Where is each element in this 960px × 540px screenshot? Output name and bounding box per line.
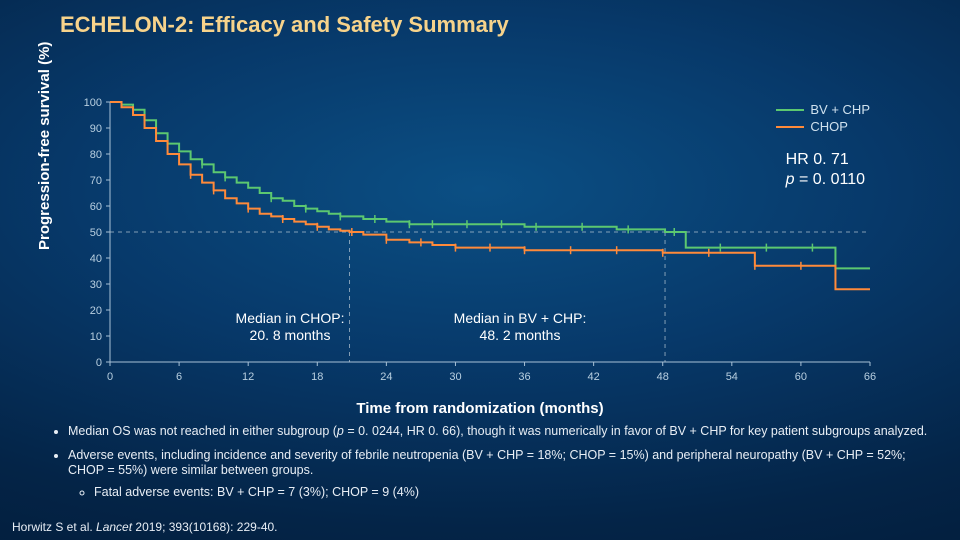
svg-text:80: 80: [90, 149, 102, 161]
bullet-ae: Adverse events, including incidence and …: [68, 448, 930, 501]
slide-title: ECHELON-2: Efficacy and Safety Summary: [60, 12, 509, 38]
hr-value: HR 0. 71: [786, 150, 865, 170]
svg-text:18: 18: [311, 371, 323, 383]
legend-item-chop: CHOP: [776, 119, 870, 134]
svg-text:70: 70: [90, 175, 102, 187]
legend-item-bvchp: BV + CHP: [776, 102, 870, 117]
svg-text:36: 36: [518, 371, 530, 383]
svg-text:90: 90: [90, 123, 102, 135]
svg-text:30: 30: [449, 371, 461, 383]
svg-text:10: 10: [90, 331, 102, 343]
hr-p-stats: HR 0. 71 p = 0. 0110: [786, 150, 865, 190]
svg-text:20: 20: [90, 305, 102, 317]
svg-text:40: 40: [90, 253, 102, 265]
svg-text:0: 0: [96, 357, 102, 369]
x-axis-label: Time from randomization (months): [0, 400, 960, 417]
citation: Horwitz S et al. Lancet 2019; 393(10168)…: [12, 520, 278, 534]
summary-bullets: Median OS was not reached in either subg…: [50, 424, 930, 509]
svg-text:24: 24: [380, 371, 392, 383]
slide-root: ECHELON-2: Efficacy and Safety Summary P…: [0, 0, 960, 540]
svg-text:50: 50: [90, 227, 102, 239]
svg-text:42: 42: [588, 371, 600, 383]
svg-text:6: 6: [176, 371, 182, 383]
p-value: p = 0. 0110: [786, 170, 865, 190]
chart-legend: BV + CHP CHOP: [776, 102, 870, 136]
legend-swatch-chop: [776, 126, 804, 128]
median-bvchp-label: Median in BV + CHP: 48. 2 months: [430, 310, 610, 344]
svg-text:60: 60: [90, 201, 102, 213]
bullet-fatal-ae: Fatal adverse events: BV + CHP = 7 (3%);…: [94, 485, 930, 501]
legend-label: CHOP: [810, 119, 848, 134]
svg-text:12: 12: [242, 371, 254, 383]
svg-text:30: 30: [90, 279, 102, 291]
km-chart: 0 10 20 30 40 50 60 70 80 90 100 0 6 12 18 24 30 36 42 48 54…: [60, 92, 880, 392]
legend-swatch-bvchp: [776, 109, 804, 111]
svg-text:60: 60: [795, 371, 807, 383]
bullet-os: Median OS was not reached in either subg…: [68, 424, 930, 440]
svg-text:54: 54: [726, 371, 738, 383]
median-chop-label: Median in CHOP: 20. 8 months: [210, 310, 370, 344]
svg-text:66: 66: [864, 371, 876, 383]
svg-text:0: 0: [107, 371, 113, 383]
svg-text:48: 48: [657, 371, 669, 383]
y-axis-label: Progression-free survival (%): [36, 42, 53, 250]
svg-text:100: 100: [84, 97, 102, 109]
legend-label: BV + CHP: [810, 102, 870, 117]
